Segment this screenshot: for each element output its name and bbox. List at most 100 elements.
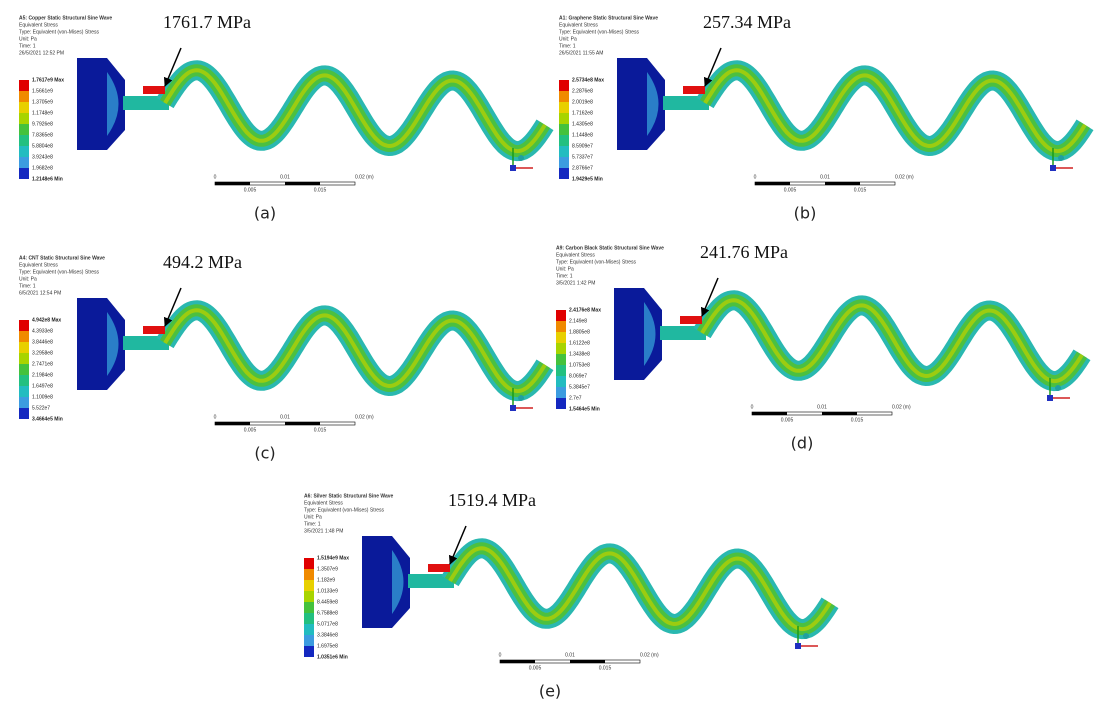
caption: (a) — [254, 204, 276, 223]
scale-label: 0 — [214, 414, 217, 420]
scale-label: 0.005 — [244, 187, 257, 193]
legend-label: 1.6122e8 — [569, 340, 590, 346]
legend-swatch — [556, 398, 566, 409]
legend-label: 4.942e8 Max — [32, 317, 61, 323]
scale-label: 0.005 — [529, 665, 542, 671]
base-block — [77, 58, 125, 150]
legend-swatch — [19, 91, 29, 102]
legend-label: 8.5909e7 — [572, 143, 593, 149]
legend-label: 4.3933e8 — [32, 328, 53, 334]
legend-swatch — [559, 135, 569, 146]
panel-info: 3/5/2021 1:48 PM — [304, 528, 343, 534]
scale-bar-fill — [215, 422, 250, 425]
axis-z — [1058, 155, 1064, 161]
legend-label: 1.1009e8 — [32, 394, 53, 400]
legend-label: 2.4176e8 Max — [569, 307, 601, 313]
legend-swatch — [19, 375, 29, 386]
scale-label: 0.02 (m) — [355, 174, 374, 180]
scale-bar-fill — [752, 412, 787, 415]
panel-info: Unit: Pa — [304, 514, 322, 520]
annotation: 494.2 MPa — [163, 252, 242, 272]
scale-label: 0.02 (m) — [355, 414, 374, 420]
scale-label: 0 — [754, 174, 757, 180]
panel-info: Time: 1 — [556, 273, 573, 279]
panel-info: Equivalent Stress — [304, 500, 343, 506]
legend-label: 2.2876e8 — [572, 88, 593, 94]
legend-label: 5.8804e8 — [32, 143, 53, 149]
triad-origin — [1047, 395, 1053, 401]
panel-title: A6: Silver Static Structural Sine Wave — [304, 493, 394, 499]
annotation-arrow — [448, 525, 467, 565]
panel: A6: Silver Static Structural Sine WaveEq… — [304, 490, 839, 701]
legend-swatch — [559, 124, 569, 135]
panel-info: Time: 1 — [559, 43, 576, 49]
legend-label: 1.1748e9 — [32, 110, 53, 116]
base-dome — [107, 72, 119, 136]
panel-info: Type: Equivalent (von-Mises) Stress — [19, 29, 100, 35]
legend-swatch — [304, 580, 314, 591]
legend-swatch — [556, 343, 566, 354]
scale-bar-fill — [570, 660, 605, 663]
shaft — [408, 574, 454, 588]
legend-label: 2.5734e8 Max — [572, 77, 604, 83]
legend-label: 1.9682e8 — [32, 165, 53, 171]
max-marker — [143, 326, 165, 334]
legend-swatch — [559, 168, 569, 179]
legend-swatch — [559, 91, 569, 102]
legend-label: 6.7588e8 — [317, 610, 338, 616]
scale-bar-fill — [285, 422, 320, 425]
legend-swatch — [19, 80, 29, 91]
legend-label: 1.7162e8 — [572, 110, 593, 116]
panel-info: Unit: Pa — [556, 266, 574, 272]
shaft — [123, 336, 169, 350]
legend-label: 1.5464e5 Min — [569, 406, 600, 412]
panel-title: A5: Copper Static Structural Sine Wave — [19, 15, 112, 21]
legend-label: 2.1984e8 — [32, 372, 53, 378]
wave-core — [703, 68, 1087, 154]
scale-label: 0.01 — [565, 652, 575, 658]
legend-label: 5.522e7 — [32, 405, 50, 411]
scale-label: 0.01 — [820, 174, 830, 180]
scale-label: 0.01 — [280, 174, 290, 180]
panel-info: Unit: Pa — [559, 36, 577, 42]
legend-label: 1.4305e8 — [572, 121, 593, 127]
legend-swatch — [304, 569, 314, 580]
legend-swatch — [556, 321, 566, 332]
legend-swatch — [19, 364, 29, 375]
legend-label: 3.2958e8 — [32, 350, 53, 356]
panel-info: Type: Equivalent (von-Mises) Stress — [559, 29, 640, 35]
scale-label: 0.02 (m) — [892, 404, 911, 410]
legend-swatch — [19, 168, 29, 179]
wave-core — [700, 298, 1084, 384]
legend-swatch — [19, 331, 29, 342]
legend-swatch — [19, 113, 29, 124]
legend-label: 1.6497e8 — [32, 383, 53, 389]
panel: A1: Graphene Static Structural Sine Wave… — [559, 12, 1094, 223]
scale-bar-fill — [755, 182, 790, 185]
annotation: 241.76 MPa — [700, 242, 788, 262]
legend-label: 5.3845e7 — [569, 384, 590, 390]
base-block — [77, 298, 125, 390]
legend-swatch — [19, 157, 29, 168]
panel-info: Equivalent Stress — [559, 22, 598, 28]
legend-label: 3.8446e8 — [32, 339, 53, 345]
scale-label: 0.015 — [599, 665, 612, 671]
legend-label: 1.182e9 — [317, 577, 335, 583]
scale-bar-fill — [822, 412, 857, 415]
base-block — [614, 288, 662, 380]
scale-label: 0.01 — [280, 414, 290, 420]
panel-info: Time: 1 — [304, 521, 321, 527]
base-dome — [647, 72, 659, 136]
scale-label: 0.01 — [817, 404, 827, 410]
annotation: 1519.4 MPa — [448, 490, 536, 510]
panel-title: A1: Graphene Static Structural Sine Wave — [559, 15, 658, 21]
legend-swatch — [19, 124, 29, 135]
panel-info: Unit: Pa — [19, 276, 37, 282]
panel-info: Time: 1 — [19, 43, 36, 49]
legend-label: 1.3705e9 — [32, 99, 53, 105]
axis-z — [803, 633, 809, 639]
caption: (e) — [539, 682, 561, 701]
scale-label: 0.015 — [314, 427, 327, 433]
legend-label: 2.7e7 — [569, 395, 582, 401]
